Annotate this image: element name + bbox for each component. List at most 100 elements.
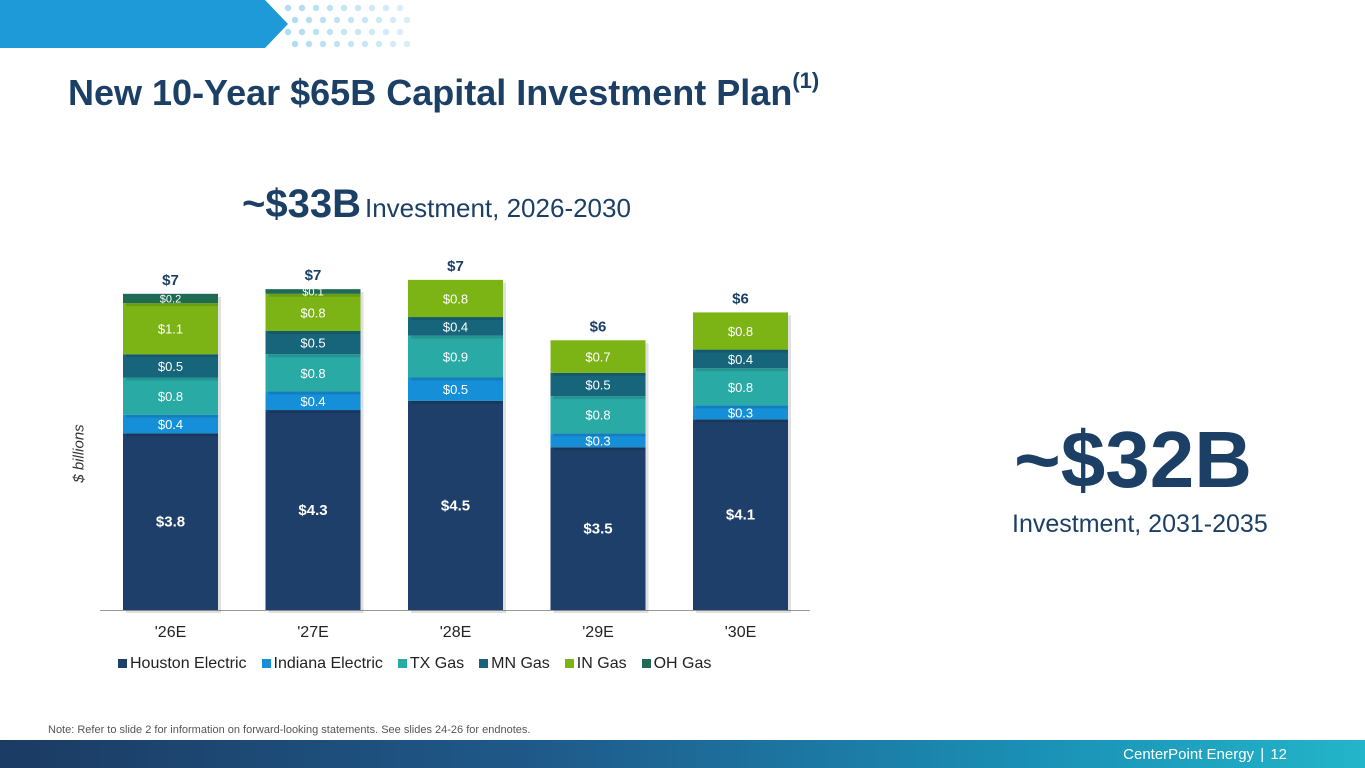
legend-swatch — [118, 659, 127, 668]
decor-dot — [326, 4, 334, 12]
ten-year-remaining-period: Investment, 2031-2035 — [1012, 510, 1268, 538]
decor-dot — [403, 16, 410, 24]
data-label: $0.4 — [158, 417, 183, 432]
five-year-headline: ~$33B Investment, 2026-2030 — [242, 182, 631, 227]
decor-dot — [347, 40, 355, 48]
data-label: $0.5 — [443, 382, 468, 397]
decor-dot — [305, 16, 313, 24]
bar-segment — [693, 419, 788, 610]
footer-company: CenterPoint Energy — [1123, 746, 1255, 763]
five-year-period: Investment, 2026-2030 — [364, 193, 631, 223]
decor-dot — [382, 28, 390, 36]
decor-dot — [361, 40, 369, 48]
bar-segment — [550, 372, 646, 397]
data-label: $0.9 — [443, 350, 468, 365]
data-label: $0.8 — [443, 291, 468, 306]
bar-segment — [265, 293, 361, 331]
decor-dot — [403, 40, 410, 48]
data-label: $0.1 — [302, 286, 323, 298]
data-label: $0.8 — [728, 324, 753, 339]
x-tick-label: '28E — [440, 624, 472, 641]
data-label: $3.8 — [156, 514, 185, 531]
legend-swatch — [564, 659, 574, 668]
decor-dot — [368, 28, 376, 36]
header-banner — [0, 0, 288, 48]
data-label: $0.4 — [728, 352, 753, 367]
decor-dot — [389, 40, 397, 48]
bar-segment — [123, 303, 218, 355]
decor-dot — [389, 16, 397, 24]
bar-segment — [265, 289, 361, 294]
decor-dot — [305, 40, 313, 48]
data-label: $0.8 — [158, 389, 183, 404]
decor-dot — [312, 4, 320, 12]
data-label: $3.5 — [583, 521, 612, 538]
decor-dot — [319, 16, 327, 24]
decor-dot — [396, 4, 404, 12]
bar-segment — [408, 377, 503, 401]
bar-segment — [693, 405, 788, 420]
data-label: $0.8 — [585, 408, 610, 423]
bar-segment — [265, 410, 361, 610]
bar-segment — [550, 396, 646, 434]
legend-item: MN Gas — [479, 655, 550, 673]
legend-item: Houston Electric — [118, 655, 247, 673]
legend-label: IN Gas — [576, 655, 627, 672]
bar-segment — [123, 293, 218, 304]
footer-text: CenterPoint Energy | 12 — [1121, 746, 1287, 763]
decor-dot — [382, 4, 390, 12]
legend-label: OH Gas — [653, 655, 712, 672]
decor-dot — [361, 16, 369, 24]
bar-segment — [123, 433, 218, 610]
data-label: $0.5 — [300, 336, 325, 351]
legend-item: IN Gas — [564, 655, 627, 673]
bar-segment — [408, 317, 503, 336]
bar-segment — [265, 331, 361, 355]
decor-dot — [340, 4, 348, 12]
legend-item: Indiana Electric — [261, 655, 383, 673]
decor-dot — [298, 4, 306, 12]
legend-swatch — [397, 659, 407, 668]
bar-shadow — [268, 292, 364, 297]
decor-dot — [291, 40, 299, 48]
bar-segment — [693, 368, 788, 406]
decor-dot — [284, 4, 292, 12]
bar-segment — [123, 354, 218, 378]
bar-segment — [550, 433, 646, 448]
decor-dot — [340, 28, 348, 36]
data-label: $0.3 — [728, 405, 753, 420]
data-label: $0.5 — [585, 377, 610, 392]
legend-swatch — [261, 659, 271, 668]
data-label: $4.1 — [726, 507, 755, 524]
footer-bar: CenterPoint Energy | 12 — [0, 740, 1365, 768]
footer-page-number: 12 — [1270, 746, 1287, 763]
data-label: $0.2 — [160, 293, 181, 305]
bar-total-label: $7 — [447, 258, 464, 275]
bar-segment — [693, 312, 788, 350]
decor-dot — [354, 28, 362, 36]
legend-label: Houston Electric — [130, 655, 247, 672]
bar-segment — [408, 335, 503, 378]
legend-item: TX Gas — [397, 655, 464, 673]
bar-total-label: $6 — [590, 318, 607, 335]
legend-item: OH Gas — [641, 655, 712, 673]
data-label: $0.8 — [300, 305, 325, 320]
bar-segment — [123, 414, 218, 434]
bar-segment — [550, 340, 646, 373]
footer-separator: | — [1260, 746, 1265, 763]
bar-total-label: $7 — [305, 267, 322, 284]
bar-total-label: $6 — [732, 290, 749, 307]
bar-segment — [265, 391, 361, 411]
x-tick-label: '27E — [297, 624, 329, 641]
legend-label: Indiana Electric — [273, 655, 383, 672]
bar-segment — [408, 400, 503, 610]
data-label: $1.1 — [158, 322, 183, 337]
data-label: $0.5 — [158, 359, 183, 374]
chart-legend: Houston Electric Indiana Electric TX Gas MN… — [118, 655, 726, 673]
ten-year-remaining-total: ~$32B — [1014, 415, 1252, 504]
legend-label: MN Gas — [491, 655, 550, 672]
decor-dot — [375, 40, 383, 48]
decor-dot — [347, 16, 355, 24]
data-label: $4.5 — [441, 497, 470, 514]
decor-dot — [312, 28, 320, 36]
